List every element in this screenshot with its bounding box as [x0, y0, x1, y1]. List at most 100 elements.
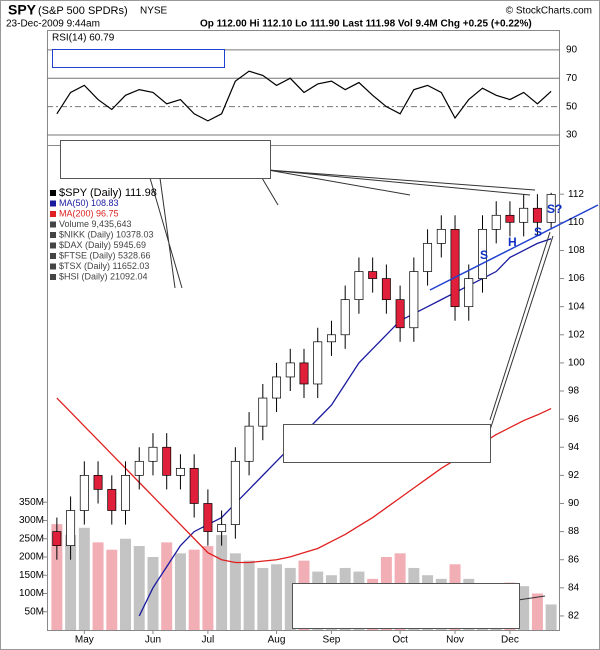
candle-body — [478, 228, 487, 279]
pattern-label: S? — [547, 202, 562, 216]
annotation-box — [60, 140, 271, 179]
candle-body — [368, 271, 378, 279]
x-tick-label: Sep — [323, 635, 341, 646]
candle-body — [326, 334, 336, 343]
y2-tick-label: 300M — [19, 515, 44, 526]
legend-label: $FTSE (Daily) 5328.66 — [59, 250, 151, 260]
pattern-label: H — [508, 235, 517, 249]
y-tick-label: 110 — [568, 217, 584, 228]
y-tick-label: 50 — [566, 101, 578, 112]
candle-body — [313, 341, 323, 385]
candle-body — [93, 475, 103, 490]
volume-bar — [202, 546, 214, 630]
volume-bar — [161, 542, 173, 630]
annotation-box — [283, 424, 491, 463]
volume-bar — [65, 535, 77, 630]
security-name: (S&P 500 SPDRs) — [38, 5, 128, 17]
candle-body — [217, 524, 227, 532]
candle-body — [79, 475, 89, 511]
candle-body — [532, 207, 542, 223]
volume-bar — [51, 524, 63, 630]
candle-body — [52, 531, 62, 547]
annotation-box — [292, 583, 520, 629]
volume-bar — [174, 553, 186, 630]
volume-bar — [271, 564, 283, 630]
candle-body — [285, 362, 295, 378]
candle-body — [134, 460, 144, 476]
legend-swatch — [50, 211, 56, 217]
y-tick-label: 96 — [568, 414, 580, 425]
price-panel — [47, 145, 560, 631]
volume-bar — [120, 538, 132, 630]
legend-label: $NIKK (Daily) 10378.03 — [59, 229, 154, 239]
x-tick-label: Dec — [501, 635, 519, 646]
pointer-lines — [149, 169, 536, 289]
legend-label: MA(200) 96.75 — [59, 208, 119, 218]
y-tick-label: 86 — [568, 554, 580, 565]
volume-bar — [243, 560, 255, 630]
x-tick-label: Jun — [145, 635, 161, 646]
candle-body — [340, 299, 350, 336]
candle-body — [148, 446, 158, 462]
volume-bar — [531, 593, 543, 630]
x-tick-label: Nov — [446, 635, 464, 646]
y2-tick-label: 350M — [19, 497, 44, 508]
candle-body — [189, 467, 199, 504]
legend-label: Volume 9,435,643 — [59, 219, 132, 229]
volume-bar — [188, 549, 200, 630]
y-tick-label: 94 — [568, 442, 580, 453]
legend-swatch — [50, 253, 56, 259]
y-tick-label: 102 — [568, 329, 585, 340]
volume-bar — [147, 556, 159, 630]
pattern-label: S — [480, 248, 488, 262]
trend-line — [429, 204, 599, 291]
y-tick-label: 106 — [568, 273, 585, 284]
candle-body — [464, 278, 474, 308]
candle-body — [258, 397, 268, 427]
volume-bar — [106, 549, 118, 630]
volume-bar — [78, 527, 90, 630]
y2-tick-label: 250M — [19, 533, 44, 544]
y-tick-label: 100 — [568, 358, 585, 369]
volume-bar — [284, 567, 296, 630]
y-tick-label: 108 — [568, 245, 585, 256]
legend-label: MA(50) 108.83 — [59, 198, 119, 208]
x-tick-label: Aug — [268, 635, 286, 646]
candle-body — [436, 228, 446, 244]
y-tick-label: 84 — [568, 582, 580, 593]
candle-body — [121, 475, 130, 511]
y-tick-label: 90 — [566, 45, 578, 56]
quote: Op 112.00 Hi 112.10 Lo 111.90 Last 111.9… — [200, 19, 532, 30]
y-tick-label: 92 — [568, 470, 580, 481]
y2-tick-label: 200M — [19, 552, 44, 563]
y2-tick-label: 150M — [19, 570, 44, 581]
candle-body — [203, 503, 213, 532]
x-tick-label: Jul — [201, 635, 214, 646]
candle-body — [66, 510, 76, 547]
legend-swatch — [50, 232, 56, 238]
y-tick-label: 70 — [566, 73, 578, 84]
y2-tick-label: 100M — [19, 588, 44, 599]
legend-swatch — [50, 274, 56, 280]
rsi-line — [56, 70, 552, 122]
volume-bar — [216, 535, 228, 630]
y-tick-label: 88 — [568, 526, 580, 537]
source: © StockCharts.com — [506, 6, 592, 17]
x-tick-label: May — [75, 635, 94, 646]
pattern-label: S — [534, 225, 542, 239]
exchange: NYSE — [140, 6, 168, 17]
date: 23-Dec-2009 9:44am — [6, 19, 100, 30]
candle-body — [299, 362, 309, 385]
annotations — [52, 49, 599, 629]
x-tick-label: Oct — [392, 635, 408, 646]
legend-swatch — [50, 200, 56, 207]
y-tick-label: 98 — [568, 386, 580, 397]
y-tick-label: 30 — [566, 130, 578, 141]
volume-bar — [257, 567, 269, 630]
candle-body — [546, 194, 556, 223]
legend-swatch — [50, 242, 56, 249]
y-tick-label: 112 — [568, 189, 584, 200]
candle-body — [107, 489, 117, 511]
